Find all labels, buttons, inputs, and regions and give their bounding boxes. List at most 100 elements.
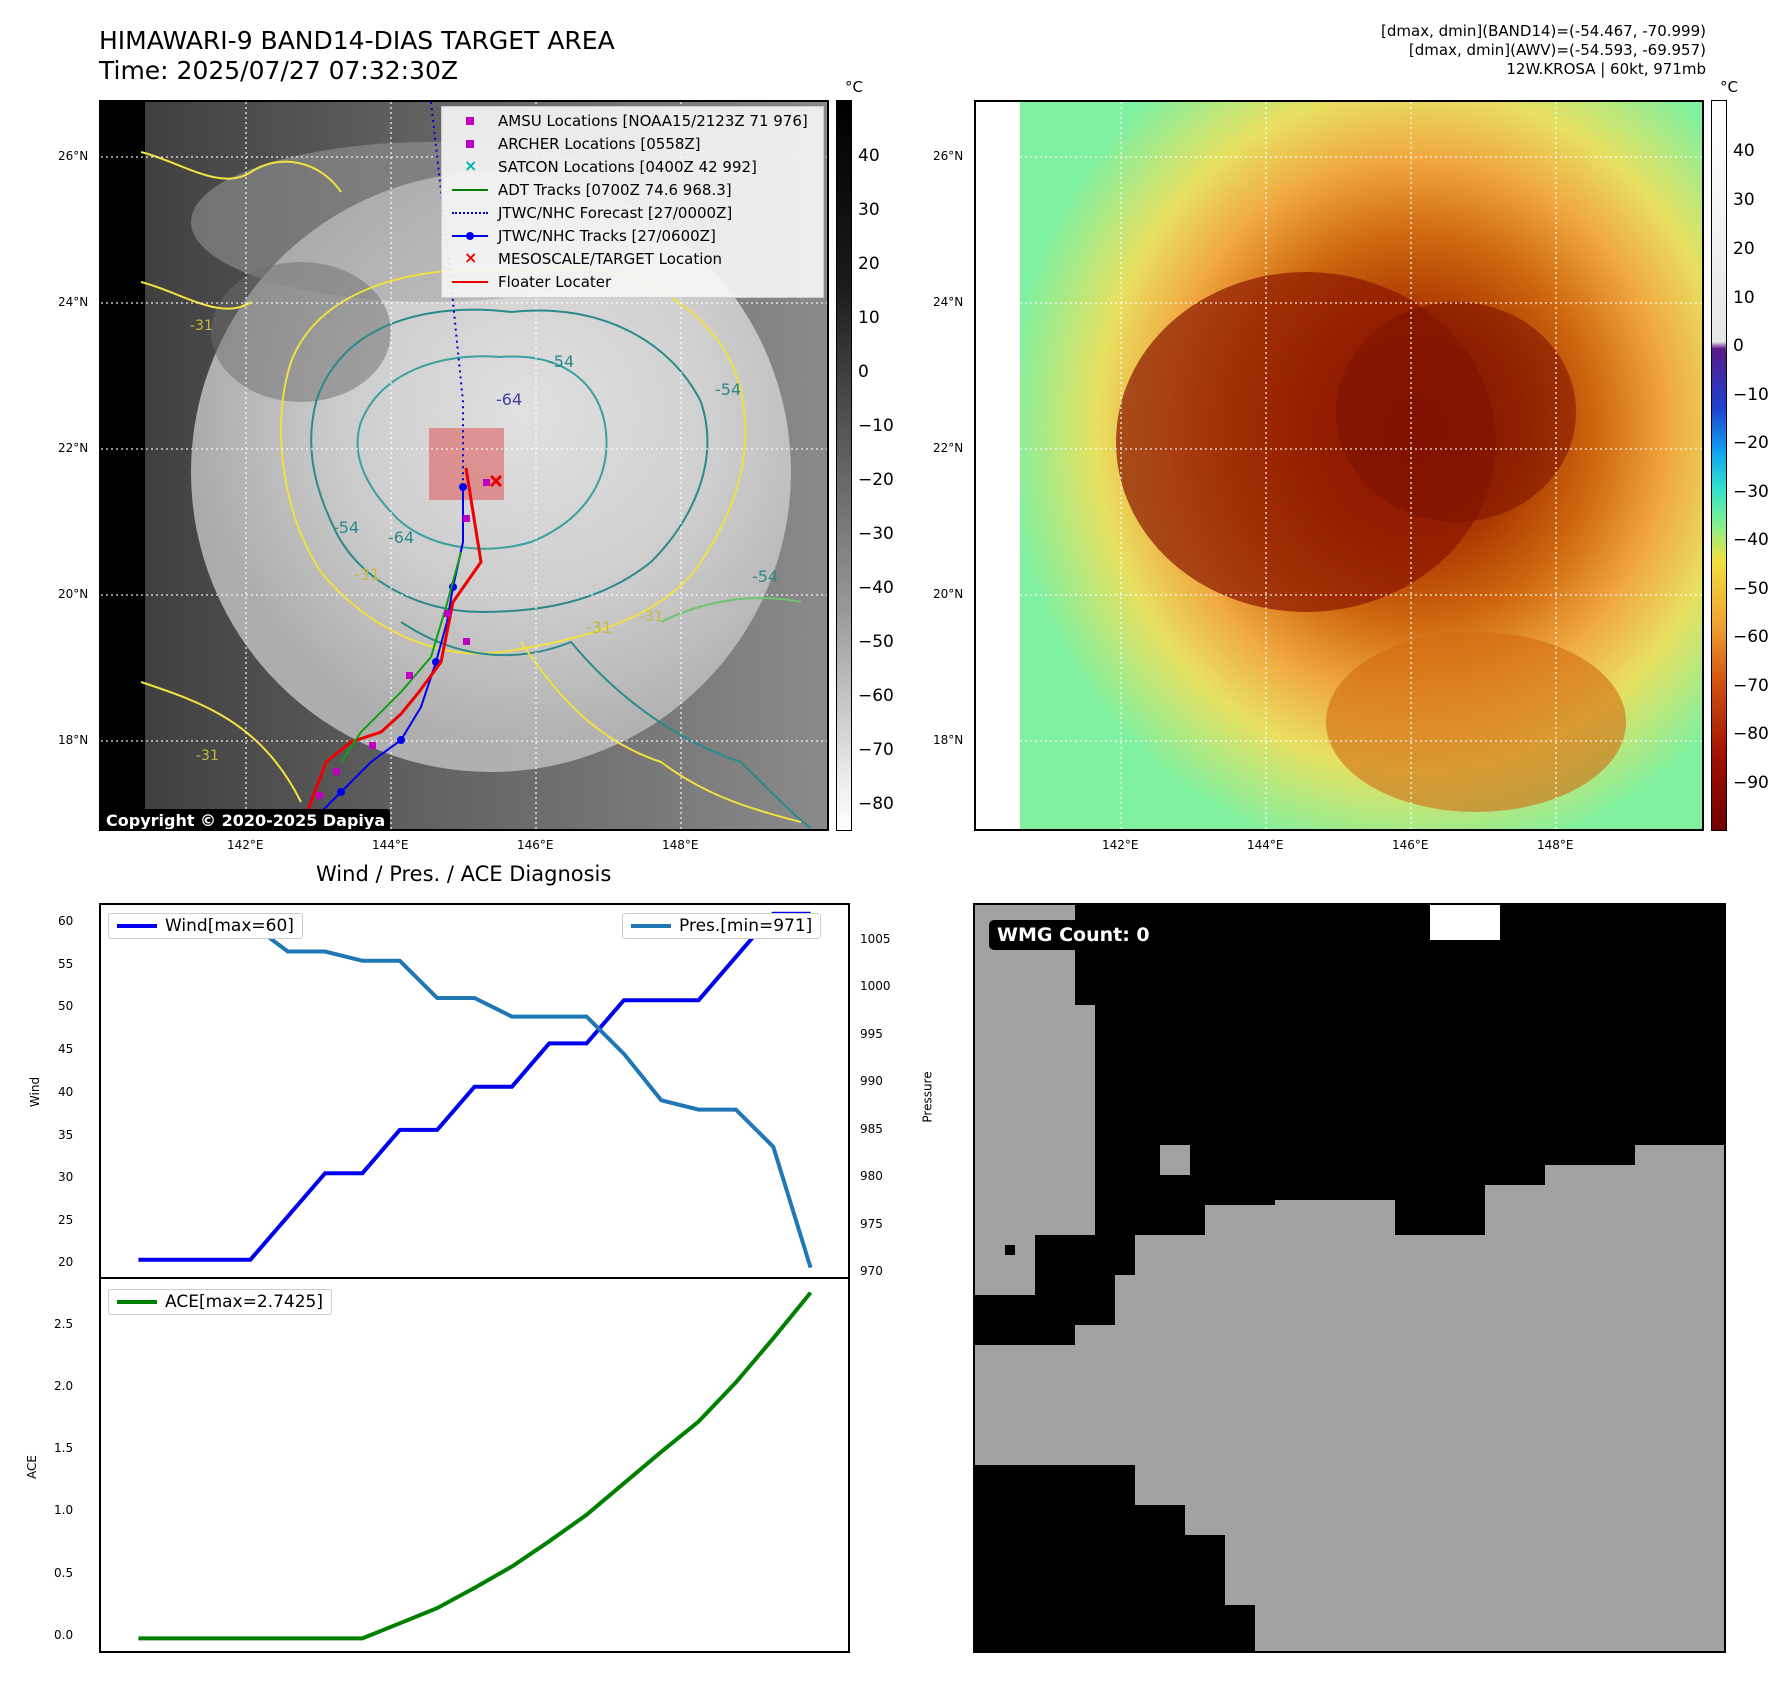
lat-label: 22°N bbox=[58, 441, 89, 455]
wind-tick: 45 bbox=[58, 1042, 74, 1056]
wind-pressure-panel bbox=[99, 903, 850, 1279]
colorbar-tick: 30 bbox=[1733, 190, 1755, 210]
legend-item-target: × MESOSCALE/TARGET Location bbox=[450, 248, 722, 270]
lon-label: 148°E bbox=[662, 838, 699, 852]
colorbar-tick: −60 bbox=[858, 686, 894, 706]
colorbar-tick: −80 bbox=[1733, 724, 1769, 744]
pressure-tick: 980 bbox=[860, 1169, 883, 1183]
colorbar-tick: −30 bbox=[1733, 482, 1769, 502]
pressure-axis-label: Pressure bbox=[920, 1071, 935, 1123]
lat-label: 18°N bbox=[933, 733, 964, 747]
contour-label: -54 bbox=[715, 380, 742, 399]
colorbar-tick: −20 bbox=[1733, 433, 1769, 453]
awv-colored-map bbox=[974, 100, 1704, 831]
legend-item-satcon: × SATCON Locations [0400Z 42 992] bbox=[450, 156, 757, 178]
colorbar-tick: 20 bbox=[1733, 239, 1755, 259]
ace-tick: 1.0 bbox=[54, 1503, 74, 1517]
colorbar-tick: 30 bbox=[858, 200, 880, 220]
wind-tick: 55 bbox=[58, 957, 74, 971]
lat-label: 26°N bbox=[933, 149, 964, 163]
awv-image bbox=[976, 102, 1702, 829]
lat-label: 22°N bbox=[933, 441, 964, 455]
wind-axis-label: Wind bbox=[28, 1076, 43, 1108]
legend-item-tracks: JTWC/NHC Tracks [27/0600Z] bbox=[450, 225, 716, 247]
green-line-icon bbox=[450, 180, 490, 200]
colorbar-tick: −80 bbox=[858, 794, 894, 814]
colorbar-tick: 40 bbox=[1733, 141, 1755, 161]
pressure-tick: 995 bbox=[860, 1027, 883, 1041]
lon-label: 146°E bbox=[1392, 838, 1429, 852]
colorbar-tick: −10 bbox=[858, 416, 894, 436]
colorbar-tick: 40 bbox=[858, 146, 880, 166]
ace-tick: 1.5 bbox=[54, 1441, 74, 1455]
wind-pressure-plot bbox=[138, 911, 813, 1269]
ace-tick: 2.5 bbox=[54, 1317, 74, 1331]
contour-label: -31 bbox=[586, 618, 613, 637]
lat-label: 20°N bbox=[58, 587, 89, 601]
wind-tick: 35 bbox=[58, 1128, 74, 1142]
band14-ir-map: Copyright © 2020-2025 Dapiya bbox=[99, 100, 829, 831]
pressure-tick: 1005 bbox=[860, 932, 891, 946]
colorbar-tick: −10 bbox=[1733, 385, 1769, 405]
wind-tick: 60 bbox=[58, 914, 74, 928]
colorbar-tick: 10 bbox=[858, 308, 880, 328]
colorbar-tick: −50 bbox=[1733, 579, 1769, 599]
legend-item-adt: ADT Tracks [0700Z 74.6 968.3] bbox=[450, 179, 732, 201]
map-legend: AMSU Locations [NOAA15/2123Z 71 976] ARC… bbox=[441, 106, 824, 298]
colorbar-tick: 20 bbox=[858, 254, 880, 274]
title-line-1: HIMAWARI-9 BAND14-DIAS TARGET AREA bbox=[99, 26, 615, 55]
grayscale-colorbar bbox=[836, 100, 852, 831]
contour-label: -54 bbox=[752, 567, 779, 586]
ace-tick: 2.0 bbox=[54, 1379, 74, 1393]
ace-plot bbox=[138, 1291, 813, 1641]
ace-legend-line bbox=[117, 1300, 157, 1304]
lon-label: 148°E bbox=[1537, 838, 1574, 852]
wind-legend: Wind[max=60] bbox=[108, 913, 303, 939]
colorbar-tick: −20 bbox=[858, 470, 894, 490]
colorbar-tick: −30 bbox=[858, 524, 894, 544]
contour-label: -31 bbox=[190, 318, 213, 334]
pressure-tick: 1000 bbox=[860, 979, 891, 993]
copyright-badge: Copyright © 2020-2025 Dapiya bbox=[101, 809, 391, 829]
colorbar-tick: −70 bbox=[858, 740, 894, 760]
wmg-mask-panel bbox=[973, 903, 1726, 1653]
lon-label: 144°E bbox=[1247, 838, 1284, 852]
wind-tick: 30 bbox=[58, 1170, 74, 1184]
lat-label: 24°N bbox=[933, 295, 964, 309]
pressure-legend-line bbox=[631, 924, 671, 928]
pressure-tick: 975 bbox=[860, 1217, 883, 1231]
lat-label: 26°N bbox=[58, 149, 89, 163]
info-storm: 12W.KROSA | 60kt, 971mb bbox=[1506, 60, 1706, 78]
colorbar-tick: −50 bbox=[858, 632, 894, 652]
colorbar-unit: °C bbox=[1720, 78, 1738, 96]
lat-label: 24°N bbox=[58, 295, 89, 309]
contour-label: -54 bbox=[333, 518, 360, 537]
magenta-square-icon bbox=[450, 134, 490, 154]
contour-label: -31 bbox=[640, 609, 663, 625]
contour-label: -31 bbox=[354, 565, 381, 584]
colorbar-tick: −40 bbox=[858, 578, 894, 598]
lon-label: 144°E bbox=[372, 838, 409, 852]
colorbar-tick: 0 bbox=[1733, 336, 1744, 356]
contour-label: -64 bbox=[496, 390, 523, 409]
wmg-count-badge: WMG Count: 0 bbox=[989, 920, 1158, 950]
ace-tick: 0.0 bbox=[54, 1628, 74, 1642]
blue-line-dot-icon bbox=[450, 226, 490, 246]
awv-colorbar bbox=[1711, 100, 1727, 831]
colorbar-tick: 10 bbox=[1733, 288, 1755, 308]
wind-tick: 25 bbox=[58, 1213, 74, 1227]
lon-label: 146°E bbox=[517, 838, 554, 852]
lon-label: 142°E bbox=[227, 838, 264, 852]
ace-panel bbox=[99, 1277, 850, 1653]
stats-info: [dmax, dmin](BAND14)=(-54.467, -70.999) … bbox=[1381, 22, 1706, 79]
colorbar-tick: −60 bbox=[1733, 627, 1769, 647]
colorbar-tick: 0 bbox=[858, 362, 869, 382]
ace-axis-label: ACE bbox=[24, 1455, 39, 1479]
contour-label: -31 bbox=[196, 748, 219, 764]
ace-series-line bbox=[138, 1291, 813, 1641]
pressure-tick: 990 bbox=[860, 1074, 883, 1088]
info-band14: [dmax, dmin](BAND14)=(-54.467, -70.999) bbox=[1381, 22, 1706, 40]
figure-title: HIMAWARI-9 BAND14-DIAS TARGET AREA Time:… bbox=[99, 26, 615, 86]
colorbar-unit: °C bbox=[845, 78, 863, 96]
lat-label: 20°N bbox=[933, 587, 964, 601]
